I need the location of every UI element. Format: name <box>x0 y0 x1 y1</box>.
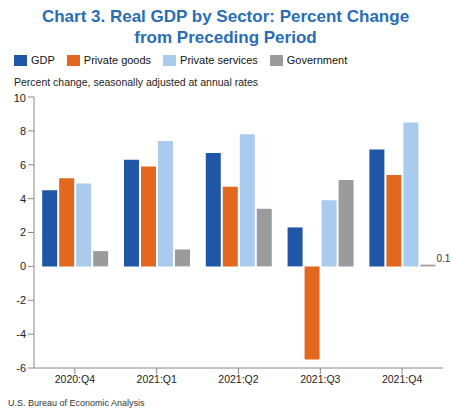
html-text:Private services: Private services <box>180 54 258 66</box>
svg-text:10: 10 <box>14 92 26 104</box>
svg-text:2: 2 <box>20 226 26 238</box>
html-text:Government: Government <box>286 54 348 66</box>
html-text:U.S. Bureau of Economic Analys: U.S. Bureau of Economic Analysis <box>8 398 145 408</box>
svg-text:2021:Q3: 2021:Q3 <box>300 373 340 385</box>
html-text:Percent change, seasonally adj: Percent change, seasonally adjusted at a… <box>14 76 258 88</box>
svg-text:6: 6 <box>20 159 26 171</box>
html-text:Chart 3. Real GDP by Sector: P: Chart 3. Real GDP by Sector: Percent Cha… <box>41 7 410 47</box>
svg-text:4: 4 <box>20 193 26 205</box>
svg-text:8: 8 <box>20 125 26 137</box>
svg-text:0.1: 0.1 <box>436 253 443 264</box>
html-text:Private goods: Private goods <box>83 54 152 66</box>
svg-text:-4: -4 <box>16 328 26 340</box>
svg-text:2020:Q4: 2020:Q4 <box>55 373 95 385</box>
svg-text:2021:Q4: 2021:Q4 <box>382 373 422 385</box>
svg-text:2021:Q1: 2021:Q1 <box>137 373 177 385</box>
svg-text:2021:Q2: 2021:Q2 <box>218 373 258 385</box>
svg-text:0: 0 <box>20 260 26 272</box>
svg-text:-2: -2 <box>16 294 26 306</box>
html-text:GDP: GDP <box>31 54 55 66</box>
svg-text:-6: -6 <box>16 362 26 374</box>
